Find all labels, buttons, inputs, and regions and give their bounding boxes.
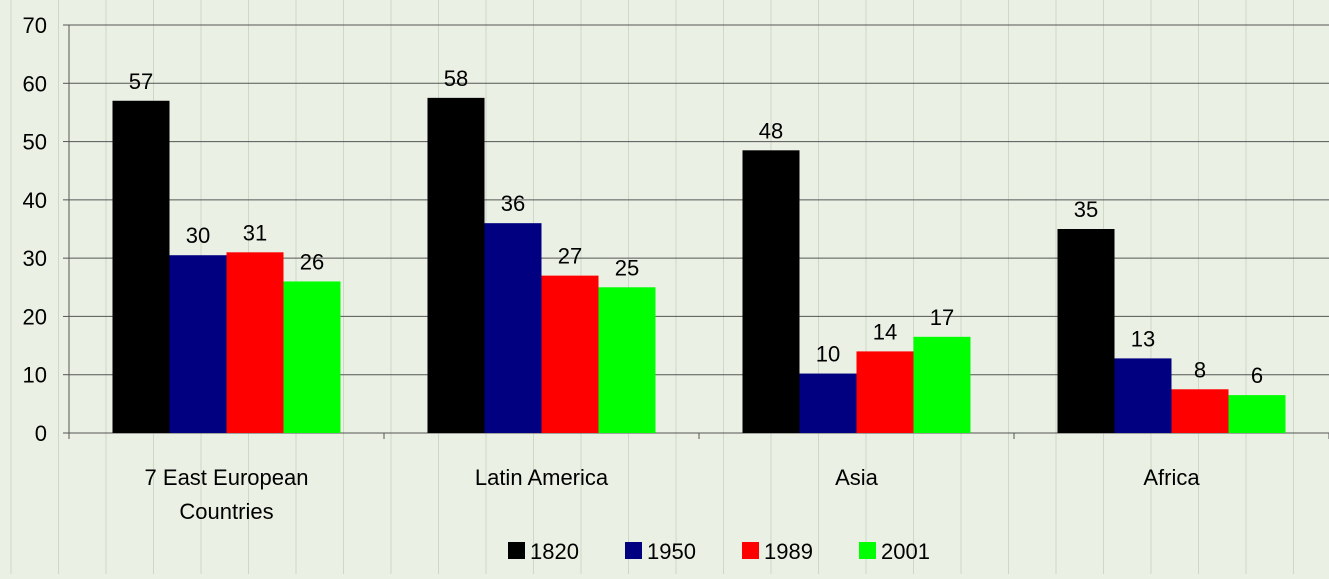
y-tick-label: 10 <box>23 363 47 388</box>
legend-swatch-1950 <box>625 542 642 559</box>
data-label: 26 <box>300 249 324 274</box>
data-label: 48 <box>759 118 783 143</box>
y-tick-label: 20 <box>23 304 47 329</box>
data-label: 27 <box>558 244 582 269</box>
bar-1950 <box>1114 358 1172 433</box>
data-label: 36 <box>501 191 525 216</box>
bar-2001 <box>913 336 971 433</box>
data-label: 8 <box>1194 357 1206 382</box>
x-category-label: Asia <box>835 465 879 490</box>
legend-label: 1989 <box>764 539 813 564</box>
legend-label: 1950 <box>647 539 696 564</box>
bar-2001 <box>598 287 656 433</box>
bar-1950 <box>484 223 542 433</box>
data-label: 13 <box>1131 326 1155 351</box>
data-label: 25 <box>615 255 639 280</box>
data-label: 14 <box>873 319 897 344</box>
legend-label: 2001 <box>881 539 930 564</box>
data-label: 30 <box>186 223 210 248</box>
legend-swatch-1820 <box>508 542 525 559</box>
y-tick-label: 30 <box>23 246 47 271</box>
bar-2001 <box>1228 395 1286 433</box>
legend-swatch-1989 <box>742 542 759 559</box>
bar-1950 <box>799 373 857 433</box>
bar-2001 <box>283 281 341 433</box>
bar-1989 <box>226 252 284 433</box>
x-category-label: Countries <box>179 499 273 524</box>
y-tick-label: 70 <box>23 13 47 38</box>
bar-1820 <box>742 150 800 434</box>
data-label: 31 <box>243 220 267 245</box>
data-label: 6 <box>1251 363 1263 388</box>
legend-swatch-2001 <box>859 542 876 559</box>
data-label: 17 <box>930 305 954 330</box>
y-tick-label: 40 <box>23 188 47 213</box>
bar-1820 <box>1057 229 1115 433</box>
x-category-label: Latin America <box>475 465 609 490</box>
x-category-label: 7 East European <box>145 465 309 490</box>
bar-1989 <box>856 351 914 433</box>
data-label: 10 <box>816 342 840 367</box>
data-label: 57 <box>129 69 153 94</box>
legend-label: 1820 <box>530 539 579 564</box>
data-label: 58 <box>444 66 468 91</box>
y-tick-label: 60 <box>23 71 47 96</box>
y-tick-label: 50 <box>23 130 47 155</box>
x-category-label: Africa <box>1143 465 1200 490</box>
bar-1820 <box>112 100 170 434</box>
y-tick-label: 0 <box>35 421 47 446</box>
data-label: 35 <box>1074 197 1098 222</box>
bar-1820 <box>427 97 485 433</box>
bar-1989 <box>1171 389 1229 433</box>
bar-1989 <box>541 275 599 433</box>
bar-1950 <box>169 255 227 433</box>
